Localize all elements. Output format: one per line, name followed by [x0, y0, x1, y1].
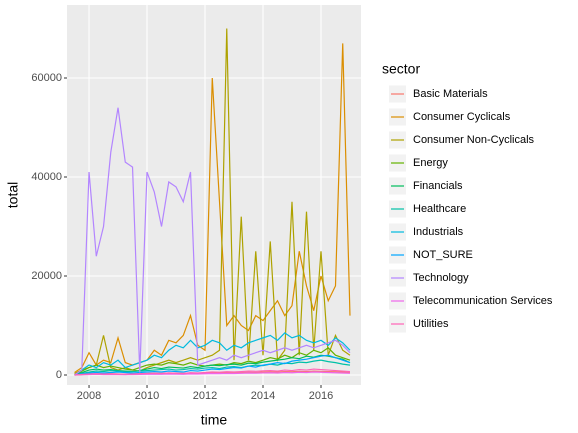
series-line: [74, 43, 351, 374]
x-tick-label: 2012: [193, 390, 217, 402]
legend-label: Technology: [413, 272, 469, 284]
x-tick-label: 2008: [77, 390, 101, 402]
legend-label: NOT_SURE: [413, 249, 473, 261]
series-line: [74, 28, 351, 375]
legend-label: Consumer Non-Cyclicals: [413, 134, 535, 146]
legend-label: Energy: [413, 157, 448, 169]
legend-label: Industrials: [413, 226, 464, 238]
y-tick-label: 60000: [31, 72, 62, 84]
legend-label: Utilities: [413, 318, 449, 330]
x-tick-label: 2014: [251, 390, 275, 402]
series-line: [74, 332, 351, 376]
y-tick-label: 20000: [31, 270, 62, 282]
legend-label: Telecommunication Services: [413, 295, 553, 307]
series-line: [74, 354, 351, 376]
legend-label: Healthcare: [413, 203, 466, 215]
legend-title: sector: [382, 61, 420, 77]
series-line: [74, 368, 351, 376]
legend-label: Financials: [413, 180, 463, 192]
x-tick-label: 2016: [309, 390, 333, 402]
series-line: [74, 359, 351, 376]
y-tick-label: 40000: [31, 171, 62, 183]
x-axis-title: time: [201, 412, 228, 428]
series-line: [74, 354, 351, 376]
x-tick-label: 2010: [135, 390, 159, 402]
panel: [67, 5, 361, 385]
y-axis-title: total: [5, 182, 21, 208]
legend-label: Consumer Cyclicals: [413, 111, 511, 123]
y-tick-label: 0: [56, 369, 62, 381]
series-line: [74, 107, 351, 376]
legend-label: Basic Materials: [413, 88, 488, 100]
